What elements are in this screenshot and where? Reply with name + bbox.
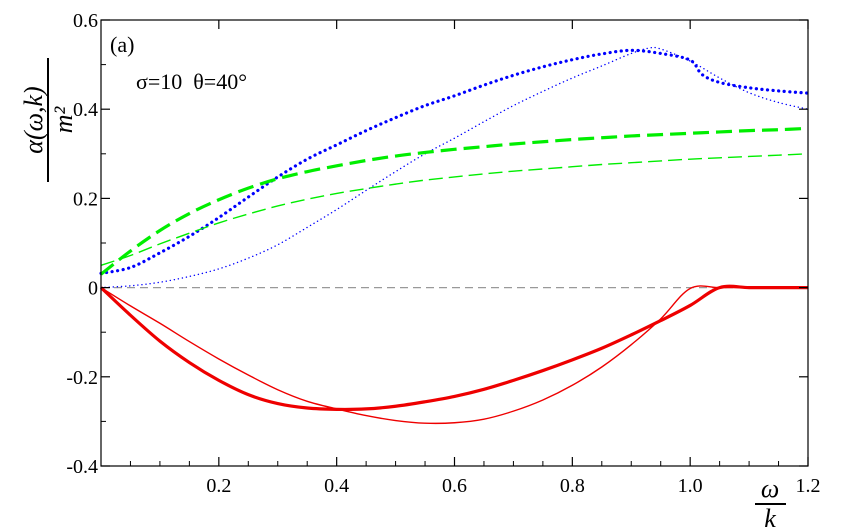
y-tick-label: -0.2	[66, 367, 98, 389]
y-axis-label: α(ω,k) m²	[19, 58, 78, 182]
x-tick-label: 0.8	[560, 475, 585, 497]
y-tick-label: -0.4	[66, 456, 98, 478]
panel-label: (a)	[110, 32, 134, 57]
series-line-3	[100, 126, 809, 276]
series-line-5	[99, 284, 808, 412]
y-tick-label: 0.2	[73, 188, 98, 210]
x-tick-label: 0.4	[324, 475, 349, 497]
x-tick-label: 0.2	[206, 475, 231, 497]
tick-layer: 0.2 0.4 0.6 0.8 1.0 1.2 -0.4 -0.2 0 0.2 0.4 0.6	[66, 10, 820, 497]
x-tick-label: 1.0	[678, 475, 703, 497]
x-axis-label-numerator: ω	[761, 474, 779, 503]
series-line-1	[99, 48, 810, 275]
parameter-annotation: σ=10 θ=40°	[136, 69, 247, 94]
y-tick-label: 0	[88, 278, 98, 300]
x-tick-label: 1.2	[796, 475, 821, 497]
x-axis-label: ω k	[755, 474, 786, 531]
y-tick-label: 0.4	[73, 99, 98, 121]
y-axis-label-numerator: α(ω,k)	[19, 86, 48, 153]
series-line-4	[100, 153, 809, 266]
x-tick-label: 0.6	[442, 475, 467, 497]
series-line-6	[100, 285, 808, 425]
x-axis-label-denominator: k	[764, 504, 776, 531]
series-layer	[99, 46, 810, 425]
y-axis-label-denominator: m²	[49, 106, 78, 134]
y-tick-label: 0.6	[73, 10, 98, 32]
